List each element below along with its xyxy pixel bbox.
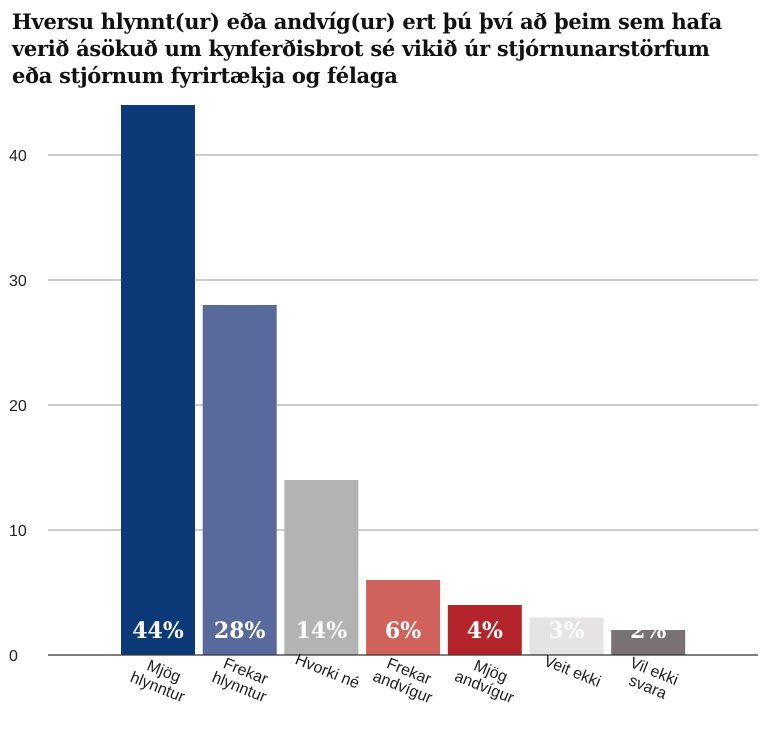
data-label-3: 6% <box>385 618 421 644</box>
x-tick-label-6: Vil ekkisvara <box>621 655 680 705</box>
data-label-4: 4% <box>467 618 503 644</box>
chart-title: Hversu hlynnt(ur) eða andvíg(ur) ert þú … <box>12 8 762 89</box>
x-tick-label-3: Frekarandvígur <box>370 652 441 707</box>
y-tick-label-20: 20 <box>9 398 27 415</box>
x-tick-label-text-5: Veit ekki <box>541 653 603 691</box>
data-label-1: 28% <box>214 618 266 644</box>
x-tick-label-1: Frekarhlynntur <box>209 653 275 706</box>
x-tick-label-text-4: Mjögandvígur <box>452 652 523 707</box>
x-tick-label-text-2: Hvorki né <box>293 651 362 692</box>
y-tick-label-10: 10 <box>9 523 27 540</box>
bar-2 <box>284 480 359 655</box>
x-tick-label-line: Veit ekki <box>541 653 603 691</box>
chart-title-line-1: Hversu hlynnt(ur) eða andvíg(ur) ert þú … <box>12 9 722 34</box>
data-label-0: 44% <box>132 618 184 644</box>
data-label-6: 2% <box>630 618 666 644</box>
bar-3 <box>366 580 441 655</box>
data-label-2: 14% <box>296 618 348 644</box>
x-tick-label-text-0: Mjöghlynntur <box>128 653 194 706</box>
x-tick-label-text-1: Frekarhlynntur <box>209 653 275 706</box>
x-tick-label-text-3: Frekarandvígur <box>370 652 441 707</box>
bar-6 <box>611 630 686 655</box>
x-tick-label-0: Mjöghlynntur <box>128 653 194 706</box>
x-tick-label-2: Hvorki né <box>293 651 362 692</box>
chart-title-line-3: eða stjórnum fyrirtækja og félaga <box>12 63 398 88</box>
bar-1 <box>202 305 277 655</box>
x-tick-label-5: Veit ekki <box>541 653 603 691</box>
bar-5 <box>529 617 604 655</box>
bar-4 <box>447 605 522 655</box>
x-tick-label-4: Mjögandvígur <box>452 652 523 707</box>
y-tick-label-0: 0 <box>9 648 18 665</box>
data-label-5: 3% <box>548 618 584 644</box>
chart-title-line-2: verið ásökuð um kynferðisbrot sé vikið ú… <box>12 36 710 61</box>
bar-0 <box>121 105 195 655</box>
x-tick-label-text-6: Vil ekkisvara <box>621 655 680 705</box>
x-tick-label-line: Hvorki né <box>293 651 362 692</box>
y-tick-label-40: 40 <box>9 148 27 165</box>
y-tick-label-30: 30 <box>9 273 27 290</box>
